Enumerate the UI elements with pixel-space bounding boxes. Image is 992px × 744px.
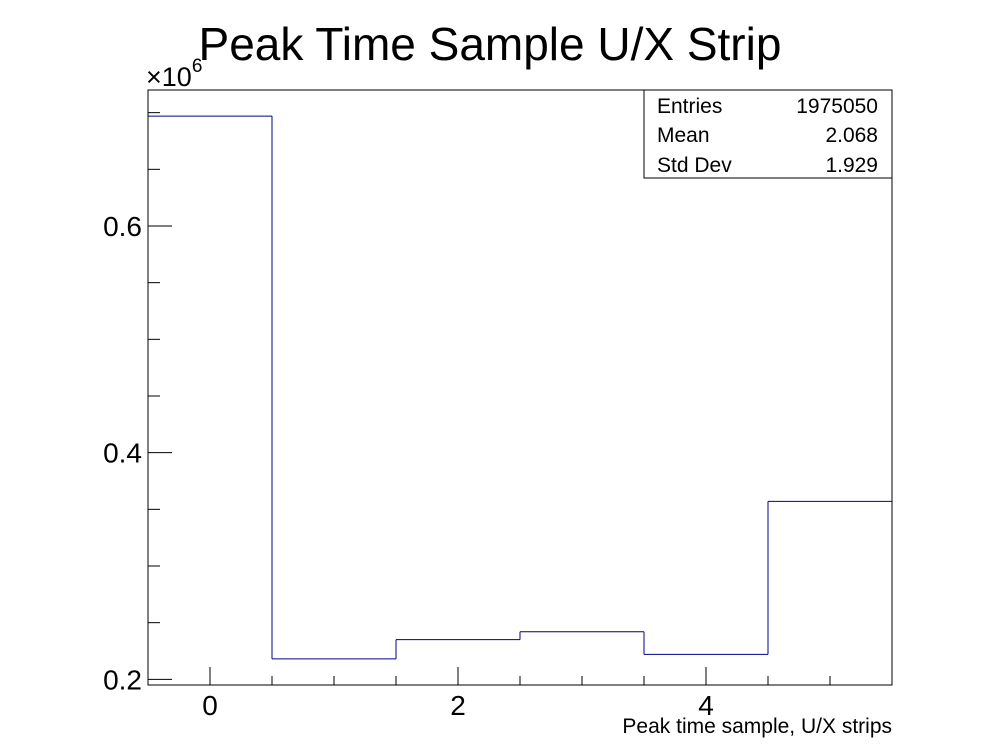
y-axis: 0.2 0.4 0.6 xyxy=(103,112,172,695)
y-multiplier-label: ×106 xyxy=(146,56,202,92)
plot-frame xyxy=(147,89,893,686)
stats-mean-value: 2.068 xyxy=(825,124,878,147)
stats-stddev-value: 1.929 xyxy=(825,154,878,177)
stats-box-frame xyxy=(643,89,893,179)
x-tick-label: 0 xyxy=(202,690,218,721)
stats-box: Entries 1975050 Mean 2.068 Std Dev 1.929 xyxy=(643,89,893,179)
stats-entries-value: 1975050 xyxy=(796,95,878,118)
y-multiplier-base: ×10 xyxy=(146,62,192,92)
y-tick-label: 0.2 xyxy=(103,664,142,695)
stats-entries-label: Entries xyxy=(657,95,722,118)
x-axis-title: Peak time sample, U/X strips xyxy=(622,715,892,738)
x-tick-label: 4 xyxy=(698,690,714,721)
stats-stddev-label: Std Dev xyxy=(657,154,732,177)
x-tick-label: 2 xyxy=(450,690,466,721)
histogram-bars xyxy=(148,115,892,660)
y-tick-label: 0.4 xyxy=(103,438,142,469)
stats-mean-label: Mean xyxy=(657,124,710,147)
y-tick-label: 0.6 xyxy=(103,211,142,242)
y-multiplier-exponent: 6 xyxy=(192,56,203,77)
chart-title: Peak Time Sample U/X Strip xyxy=(199,18,782,70)
x-axis: 0 2 4 xyxy=(202,667,893,721)
